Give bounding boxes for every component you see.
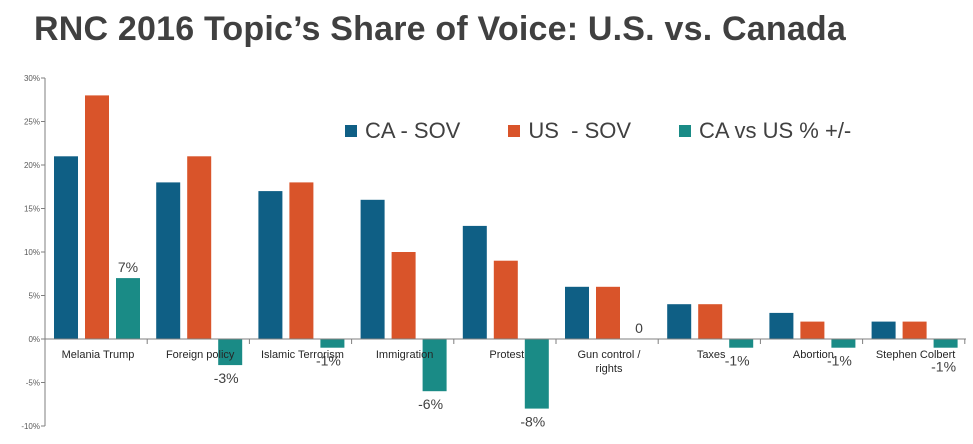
bar-ca [667,304,692,339]
category-label: rights [596,363,623,375]
bar-diff [729,339,754,348]
bars [54,95,958,409]
chart-title: RNC 2016 Topic’s Share of Voice: U.S. vs… [34,10,847,48]
category-label: Abortion [793,349,834,361]
data-label: -1% [316,353,341,369]
bar-us [800,321,825,339]
data-label: -1% [931,359,956,375]
bar-us [493,260,518,339]
legend-label: CA vs US % +/- [699,118,852,143]
bar-us [391,252,416,339]
y-tick-label: 25% [24,118,40,127]
bar-diff [422,339,447,392]
legend-swatch [345,125,357,137]
legend: CA - SOV US - SOV CA vs US % +/- [345,118,851,144]
category-label: Stephen Colbert [876,349,956,361]
bar-diff [116,278,140,339]
data-label: -1% [725,353,750,369]
data-labels: 7% -3% -1% -6% -8% 0 -1% -1% -1% [118,259,956,430]
legend-item: US - SOV [508,118,631,144]
bar-diff [218,339,243,366]
legend-item: CA - SOV [345,118,460,144]
legend-item: CA vs US % +/- [679,118,851,144]
legend-label: CA - SOV [365,118,461,143]
bar-diff [524,339,549,409]
bar-ca [258,191,283,339]
data-label: -8% [520,414,545,430]
bar-ca [462,225,487,339]
y-tick-label: 20% [24,161,40,170]
y-tick-label: 10% [24,248,40,257]
y-axis: -10% -5% 0% 5% 10% 15% 20% 25% 30% [21,74,46,431]
bar-us [187,156,212,339]
category-label: Protest [489,349,524,361]
category-label: Foreign policy [166,349,235,361]
y-tick-label: 5% [28,292,40,301]
category-label: Islamic Terrorism [261,349,344,361]
legend-label: US - SOV [528,118,632,143]
category-label: Melania Trump [62,349,135,361]
bar-diff [831,339,856,348]
y-tick-label: 15% [24,205,40,214]
data-label: -3% [214,370,239,386]
category-label: Taxes [697,349,726,361]
legend-swatch [508,125,521,137]
y-tick-label: 0% [28,335,40,344]
data-label: -6% [418,396,443,412]
category-labels: Melania Trump Foreign policy Islamic Terro… [62,349,956,375]
bar-us [902,321,927,339]
category-label: Immigration [376,349,433,361]
x-axis [44,338,966,344]
y-tick-label: -10% [21,422,40,431]
bar-us [596,286,620,339]
bar-diff [320,339,345,348]
legend-swatch [679,125,692,137]
y-tick-label: 30% [24,74,40,83]
category-label: Gun control / [578,349,642,361]
bar-us [85,95,109,340]
bar-us [698,304,723,339]
bar-ca [769,312,794,339]
bar-ca [871,321,896,339]
bar-ca [360,199,385,339]
bar-ca [54,156,78,339]
data-label: 7% [118,259,138,275]
bar-diff [933,339,958,348]
data-label: -1% [827,353,852,369]
data-label: 0 [635,320,643,336]
bar-ca [156,182,181,339]
y-tick-label: -5% [26,379,40,388]
bar-us [289,182,314,339]
bar-ca [565,286,589,339]
